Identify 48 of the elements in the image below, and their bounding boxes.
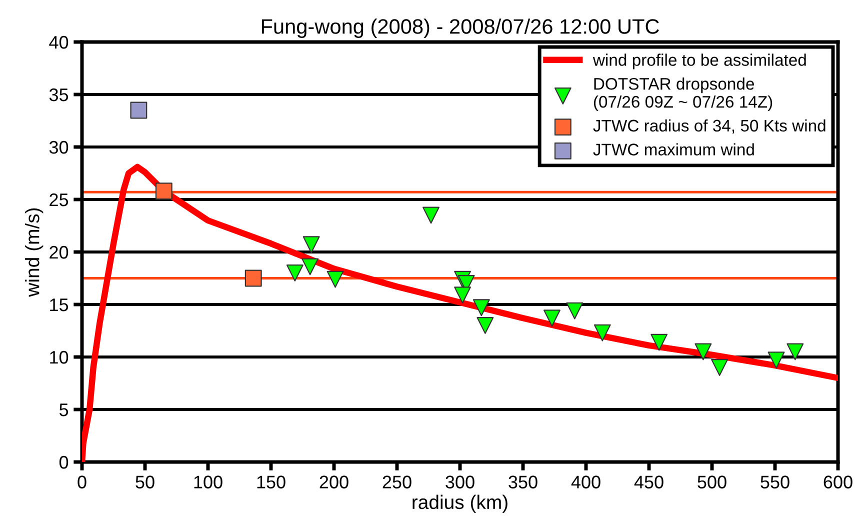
point xyxy=(476,317,494,334)
point xyxy=(302,236,320,254)
y-tick-label: 40 xyxy=(49,36,68,49)
x-tick-label: 0 xyxy=(78,476,86,488)
x-tick-label: 550 xyxy=(760,476,790,488)
x-tick-label: 50 xyxy=(136,476,154,488)
x-axis-title: radius (km) xyxy=(412,494,508,513)
point xyxy=(594,324,611,342)
point xyxy=(544,310,560,327)
x-tick-label: 250 xyxy=(382,476,412,488)
legend-label: wind profile to be assimilated xyxy=(592,54,806,70)
point xyxy=(650,334,668,351)
point xyxy=(768,352,785,369)
point xyxy=(155,182,172,200)
legend-label: JTWC radius of 34, 50 Kts wind xyxy=(593,119,826,134)
y-axis-title: wind (m/s) xyxy=(25,208,44,297)
point xyxy=(326,270,344,288)
y-tick-label: 5 xyxy=(59,404,68,416)
y-tick-label: 10 xyxy=(50,350,68,364)
x-tick-label: 100 xyxy=(194,476,222,488)
legend-label: JTWC maximum wind xyxy=(593,143,754,156)
point xyxy=(711,359,728,376)
point xyxy=(786,343,804,360)
x-tick-label: 400 xyxy=(571,476,600,488)
point xyxy=(302,258,319,276)
x-tick-label: 350 xyxy=(508,476,538,488)
x-tick-label: 300 xyxy=(446,476,474,488)
point xyxy=(422,206,440,224)
chart-title: Fung-wong (2008) - 2008/07/26 12:00 UTC xyxy=(262,18,659,38)
y-tick-label: 35 xyxy=(49,88,68,102)
x-tick-label: 450 xyxy=(634,476,664,488)
point xyxy=(130,102,148,119)
point xyxy=(286,264,304,282)
point xyxy=(244,270,262,287)
y-tick-label: 15 xyxy=(50,298,68,312)
y-tick-label: 0 xyxy=(59,456,68,469)
x-tick-label: 200 xyxy=(320,476,348,488)
x-tick-label: 150 xyxy=(257,476,286,488)
x-tick-label: 600 xyxy=(824,476,852,488)
point xyxy=(454,286,471,304)
y-tick-label: 25 xyxy=(50,193,68,206)
y-tick-label: 20 xyxy=(50,246,68,259)
point xyxy=(566,302,584,320)
x-tick-label: 500 xyxy=(698,476,726,488)
legend-label: DOTSTAR dropsonde (07/26 09Z ~ 07/26 14Z) xyxy=(594,78,772,112)
y-tick-label: 30 xyxy=(49,140,68,154)
point xyxy=(472,299,490,316)
point xyxy=(694,343,712,360)
